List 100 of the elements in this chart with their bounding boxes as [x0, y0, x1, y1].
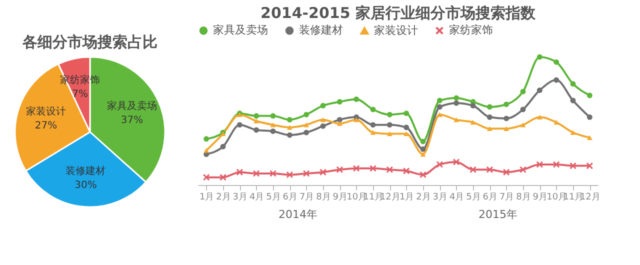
- x-tick-label: 8月: [316, 192, 331, 202]
- point: [404, 110, 410, 116]
- point: [304, 130, 310, 136]
- point: [302, 170, 310, 177]
- point: [386, 122, 392, 128]
- point: [404, 124, 410, 130]
- legend-label: 家装设计: [374, 24, 418, 37]
- x-tick-label: 1月: [199, 192, 214, 202]
- point: [502, 168, 510, 176]
- x-tick-label: 1月: [399, 192, 414, 202]
- chart-title: 2014-2015 家居行业细分市场搜索指数: [260, 4, 536, 22]
- point: [536, 161, 544, 168]
- point: [504, 102, 510, 108]
- chart-title: 各细分市场搜索占比: [22, 33, 158, 51]
- point: [336, 166, 344, 174]
- x-tick-label: 4月: [249, 192, 264, 202]
- point: [354, 117, 360, 122]
- data-label: 27%: [34, 120, 58, 132]
- point: [454, 100, 460, 106]
- point: [236, 122, 242, 128]
- point: [454, 95, 460, 101]
- x-tick-label: 5月: [266, 192, 281, 202]
- x-tick-label: 7月: [499, 192, 514, 202]
- point: [336, 121, 342, 126]
- point: [370, 122, 376, 128]
- point: [586, 135, 592, 140]
- text: 2014年: [278, 208, 318, 221]
- point: [404, 131, 410, 136]
- x-tick-label: 9月: [532, 192, 548, 202]
- point: [552, 161, 560, 168]
- x-tick-label: 6月: [482, 192, 498, 202]
- point: [254, 127, 260, 133]
- point: [202, 174, 210, 181]
- point: [386, 166, 394, 174]
- data-label: 7%: [72, 89, 88, 100]
- point: [320, 123, 326, 129]
- point: [436, 98, 442, 104]
- point: [386, 131, 392, 136]
- point: [486, 166, 494, 174]
- point: [536, 88, 542, 94]
- point: [452, 158, 460, 166]
- point: [286, 125, 292, 130]
- legend-label: 家纺家饰: [449, 24, 493, 37]
- point: [370, 130, 376, 135]
- point: [554, 59, 560, 65]
- point: [586, 92, 592, 98]
- point: [436, 161, 444, 168]
- point: [554, 77, 560, 83]
- point: [254, 113, 260, 119]
- point: [286, 132, 292, 138]
- legend-label: 家具及卖场: [213, 24, 268, 37]
- x-tick-label: 7月: [299, 192, 314, 202]
- point: [470, 102, 476, 108]
- point: [254, 118, 260, 124]
- point: [486, 126, 492, 132]
- point: [486, 104, 492, 110]
- x-tick-label: 9月: [332, 192, 348, 202]
- point: [570, 130, 576, 135]
- x-tick-label: 6月: [282, 192, 298, 202]
- point: [304, 122, 310, 128]
- slice-label: 家装设计: [26, 106, 66, 118]
- x-tick-label: 3月: [232, 192, 248, 202]
- point: [536, 114, 542, 120]
- point: [220, 174, 226, 181]
- point: [320, 168, 326, 176]
- x-tick-label: 2月: [216, 192, 231, 202]
- x-tick-label: 8月: [516, 192, 531, 202]
- point: [420, 146, 426, 152]
- point: [536, 54, 542, 60]
- point: [520, 88, 526, 94]
- point: [320, 117, 326, 122]
- point: [420, 171, 426, 178]
- point: [486, 114, 492, 120]
- point: [304, 112, 310, 118]
- point: [204, 136, 210, 142]
- legend-label: 装修建材: [299, 24, 343, 37]
- point: [252, 170, 260, 177]
- text: 2015年: [478, 208, 518, 221]
- point: [504, 126, 510, 132]
- point: [570, 162, 576, 170]
- x-tick-label: 4月: [449, 192, 464, 202]
- data-label: 37%: [120, 115, 144, 126]
- point: [270, 170, 276, 177]
- point: [236, 168, 244, 176]
- point: [286, 116, 292, 122]
- slice-label: 家具及卖场: [107, 100, 158, 112]
- point: [370, 106, 376, 112]
- slice-label: 装修建材: [66, 164, 106, 177]
- point: [336, 116, 342, 122]
- point: [504, 116, 510, 122]
- point: [386, 112, 392, 118]
- point: [470, 120, 476, 125]
- point: [352, 164, 360, 172]
- point: [286, 171, 294, 178]
- point: [270, 128, 276, 134]
- point: [370, 164, 376, 172]
- x-tick-label: 3月: [432, 192, 448, 202]
- point: [270, 113, 276, 119]
- point: [402, 167, 410, 174]
- point: [520, 106, 526, 112]
